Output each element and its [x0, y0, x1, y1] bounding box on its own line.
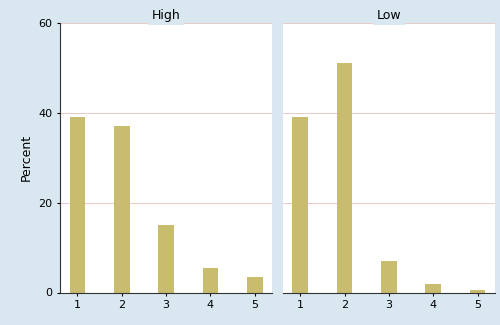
- Bar: [470, 290, 486, 292]
- Bar: [202, 268, 218, 293]
- Bar: [247, 277, 262, 292]
- Bar: [381, 261, 396, 292]
- Bar: [70, 117, 85, 292]
- Bar: [337, 63, 352, 292]
- Title: High: High: [152, 8, 180, 21]
- Bar: [158, 225, 174, 292]
- Bar: [114, 126, 130, 292]
- Bar: [292, 117, 308, 292]
- Bar: [426, 283, 441, 292]
- Y-axis label: Percent: Percent: [20, 134, 32, 181]
- Title: Low: Low: [376, 8, 401, 21]
